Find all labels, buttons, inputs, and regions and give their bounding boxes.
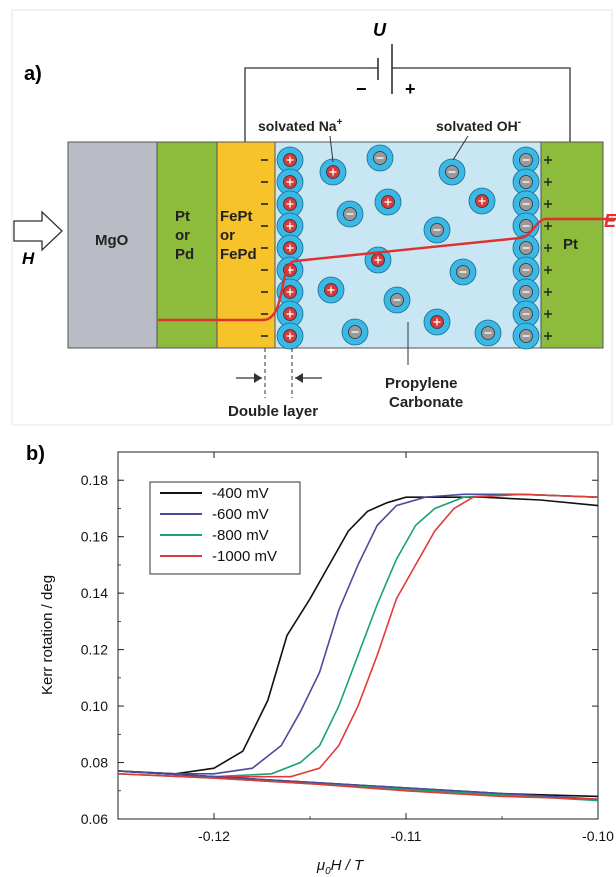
battery-minus: − (356, 79, 367, 99)
cation-icon (276, 212, 304, 240)
field-arrow-icon (13, 210, 63, 252)
anion-icon (512, 212, 540, 240)
anion-icon (512, 322, 540, 350)
cation-icon (317, 276, 345, 304)
anion-icon (512, 300, 540, 328)
x-tick-label: -0.11 (391, 828, 422, 844)
anion-icon (423, 216, 451, 244)
potential-trace (158, 217, 616, 322)
legend-entry: -600 mV (212, 506, 269, 523)
y-tick-label: 0.12 (81, 642, 108, 658)
panel-b-label: b) (26, 443, 45, 465)
solvated-na-label: solvated Na+ (258, 117, 343, 134)
wire-right (400, 67, 571, 142)
anion-icon (512, 168, 540, 196)
electrode-positive-charges (544, 156, 552, 340)
y-axis-label: Kerr rotation / deg (39, 575, 56, 695)
oh-pointer (452, 135, 469, 161)
cation-icon (276, 256, 304, 284)
cation-icon (276, 168, 304, 196)
cation-icon (423, 308, 451, 336)
na-pointer (329, 135, 334, 163)
series-line-2 (117, 493, 599, 778)
fept-layer (216, 141, 276, 349)
y-tick-label: 0.06 (81, 811, 108, 827)
pt-pd-text-3: Pd (175, 246, 194, 263)
series-line-7 (117, 773, 599, 800)
solvated-oh-label: solvated OH- (436, 117, 521, 134)
pt-pd-layer (156, 141, 218, 349)
wire-left (244, 67, 368, 142)
legend-entry: -1000 mV (212, 548, 277, 565)
fept-text-1: FePt (220, 208, 253, 225)
cation-icon (319, 158, 347, 186)
cation-icon (276, 278, 304, 306)
anion-icon (366, 144, 394, 172)
cation-icon (276, 146, 304, 174)
x-tick-label: -0.10 (582, 828, 614, 844)
pt-pd-text-2: or (175, 227, 190, 244)
y-tick-label: 0.10 (81, 698, 108, 714)
panel-b-chart: b) 0.06 0.08 0.10 0.12 0.14 0.16 0.18 -0.12 -0.1… (26, 443, 614, 877)
y-tick-label: 0.18 (81, 472, 108, 488)
series-line-5 (117, 770, 599, 800)
ions (276, 144, 540, 350)
cation-icon (276, 322, 304, 350)
cation-icon (276, 190, 304, 218)
electrode-negative-charges (261, 159, 268, 337)
electrolyte-label-2: Carbonate (389, 394, 463, 411)
mgo-text: MgO (95, 232, 129, 249)
battery-plus: + (405, 79, 416, 99)
anion-icon (512, 278, 540, 306)
cation-icon (276, 300, 304, 328)
y-tick-label: 0.08 (81, 755, 108, 771)
x-tick-label: -0.12 (198, 828, 230, 844)
field-label: H (22, 249, 35, 268)
y-tick-label: 0.14 (81, 585, 108, 601)
fept-text-2: or (220, 227, 235, 244)
double-layer-label: Double layer (228, 403, 318, 420)
double-layer-arrow-right-icon (295, 373, 303, 383)
electrolyte-label-1: Propylene (385, 375, 458, 392)
panel-a-label: a) (24, 63, 42, 85)
anion-icon (383, 286, 411, 314)
anion-icon (438, 158, 466, 186)
panel-a-diagram: a) U − + MgO Pt or Pd FePt or FePd Pt so… (11, 9, 616, 426)
cation-icon (374, 188, 402, 216)
legend-entry: -400 mV (212, 485, 269, 502)
series-line-1 (117, 493, 599, 775)
pt-pd-text-1: Pt (175, 208, 190, 225)
x-axis-label: μ0H / T (316, 857, 365, 877)
axis-ticks: 0.06 0.08 0.10 0.12 0.14 0.16 0.18 -0.12 -0.11 -0… (81, 451, 614, 844)
y-tick-label: 0.16 (81, 529, 108, 545)
anion-icon (512, 190, 540, 218)
anion-icon (336, 200, 364, 228)
data-series (117, 493, 599, 802)
legend-entry: -800 mV (212, 527, 269, 544)
potential-trace-label: E (604, 211, 616, 231)
series-line-3 (117, 493, 599, 778)
pt-right-text: Pt (563, 236, 578, 253)
anion-icon (474, 319, 502, 347)
legend: -400 mV -600 mV -800 mV -1000 mV (149, 481, 301, 575)
legend-box (149, 481, 301, 575)
fept-text-3: FePd (220, 246, 257, 263)
cation-icon (468, 187, 496, 215)
anion-icon (512, 146, 540, 174)
anion-icon (512, 256, 540, 284)
double-layer-arrow-left-icon (254, 373, 262, 383)
anion-icon (449, 258, 477, 286)
anion-icon (512, 234, 540, 262)
anion-icon (341, 318, 369, 346)
voltage-label: U (373, 20, 387, 40)
electrolyte-region (274, 141, 542, 349)
